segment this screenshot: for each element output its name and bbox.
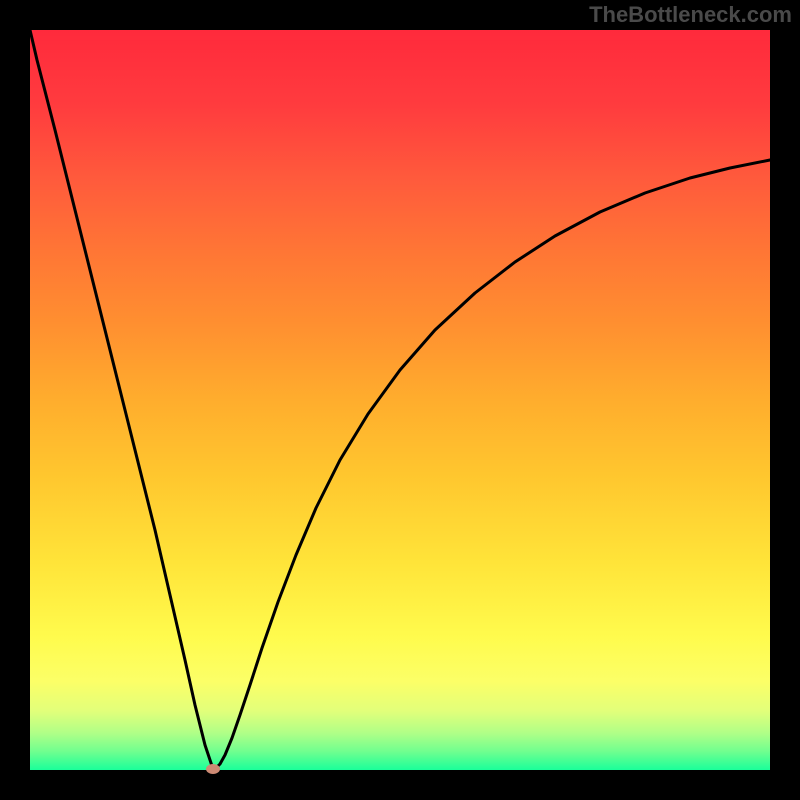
- minimum-marker: [206, 764, 220, 774]
- chart-container: TheBottleneck.com: [0, 0, 800, 800]
- bottleneck-curve: [30, 30, 770, 769]
- attribution-text: TheBottleneck.com: [589, 2, 792, 28]
- chart-svg: [0, 0, 800, 800]
